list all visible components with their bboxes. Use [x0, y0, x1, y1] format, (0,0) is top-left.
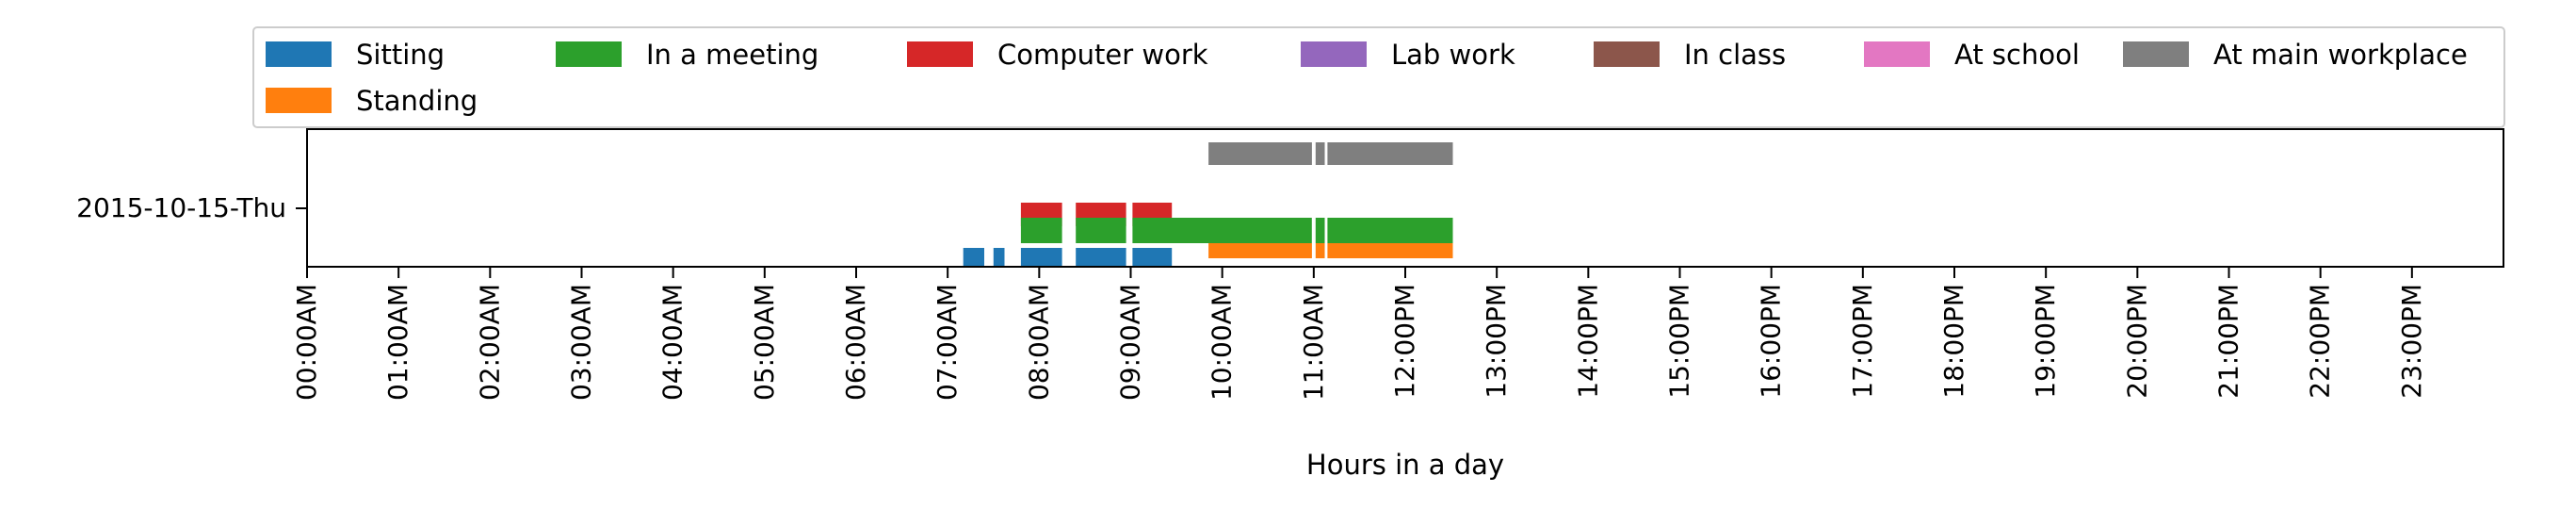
x-tick-label: 09:00AM: [1115, 284, 1146, 401]
legend: Sitting In a meeting Computer work Lab work…: [252, 26, 2505, 128]
x-tick-label: 17:00PM: [1847, 284, 1878, 399]
x-tick-label: 16:00PM: [1756, 284, 1787, 399]
bar-at-main-workplace-2: [1327, 142, 1453, 165]
legend-label-sitting: Sitting: [356, 39, 445, 71]
bar-standing-1: [1315, 243, 1325, 258]
bar-sitting-2: [1020, 248, 1062, 267]
bar-at-main-workplace-0: [1208, 142, 1312, 165]
x-tick-label: 19:00PM: [2030, 284, 2061, 399]
bar-standing-2: [1327, 243, 1453, 258]
bar-sitting-3: [1076, 248, 1126, 267]
legend-label-at-school: At school: [1954, 39, 2080, 71]
bar-sitting-4: [1132, 248, 1173, 267]
x-tick-label: 23:00PM: [2396, 284, 2427, 399]
x-axis: 00:00AM 01:00AM 02:00AM 03:00AM 04:00AM 05:00…: [291, 267, 2427, 401]
bar-standing-0: [1208, 243, 1312, 258]
x-tick-label: 13:00PM: [1481, 284, 1512, 399]
x-tick-label: 11:00AM: [1298, 284, 1329, 401]
x-tick-label: 15:00PM: [1664, 284, 1695, 399]
x-tick-label: 01:00AM: [382, 284, 413, 401]
bar-sitting-1: [993, 248, 1005, 267]
bar-at-main-workplace-1: [1315, 142, 1325, 165]
x-tick-label: 18:00PM: [1938, 284, 1969, 399]
bar-in-a-meeting-4: [1327, 218, 1453, 243]
y-tick-label: 2015-10-15-Thu: [76, 192, 286, 223]
legend-swatch-in-class: [1594, 41, 1660, 67]
x-tick-label: 07:00AM: [932, 284, 963, 401]
legend-swatch-at-school: [1864, 41, 1930, 67]
legend-swatch-computer-work: [907, 41, 973, 67]
legend-frame: [252, 26, 2505, 128]
legend-swatch-lab-work: [1301, 41, 1367, 67]
legend-label-in-a-meeting: In a meeting: [646, 39, 818, 71]
x-axis-label: Hours in a day: [1306, 449, 1504, 481]
x-tick-label: 06:00AM: [840, 284, 871, 401]
legend-label-computer-work: Computer work: [997, 39, 1208, 71]
x-tick-label: 20:00PM: [2121, 284, 2152, 399]
x-tick-label: 14:00PM: [1572, 284, 1603, 399]
x-tick-label: 00:00AM: [291, 284, 322, 401]
x-tick-label: 21:00PM: [2213, 284, 2244, 399]
legend-label-standing: Standing: [356, 85, 478, 117]
y-axis: 2015-10-15-Thu: [76, 192, 307, 223]
x-tick-label: 22:00PM: [2305, 284, 2336, 399]
x-tick-label: 04:00AM: [657, 284, 689, 401]
legend-swatch-at-main-workplace: [2123, 41, 2189, 67]
bar-in-a-meeting-3: [1315, 218, 1325, 243]
legend-swatch-sitting: [266, 41, 332, 67]
x-tick-label: 10:00AM: [1207, 284, 1238, 401]
x-tick-label: 08:00AM: [1023, 284, 1054, 401]
legend-label-in-class: In class: [1684, 39, 1786, 71]
legend-label-lab-work: Lab work: [1391, 39, 1515, 71]
bar-in-a-meeting-0: [1020, 218, 1062, 243]
legend-swatch-standing: [266, 88, 332, 113]
bars-layer: [963, 142, 1453, 267]
x-tick-label: 05:00AM: [749, 284, 780, 401]
bar-sitting-0: [963, 248, 984, 267]
bar-in-a-meeting-1: [1076, 218, 1126, 243]
legend-label-at-main-workplace: At main workplace: [2213, 39, 2468, 71]
legend-swatch-in-a-meeting: [556, 41, 622, 67]
x-tick-label: 03:00AM: [566, 284, 597, 401]
x-tick-label: 12:00PM: [1389, 284, 1420, 399]
bar-in-a-meeting-2: [1132, 218, 1312, 243]
x-tick-label: 02:00AM: [474, 284, 505, 401]
